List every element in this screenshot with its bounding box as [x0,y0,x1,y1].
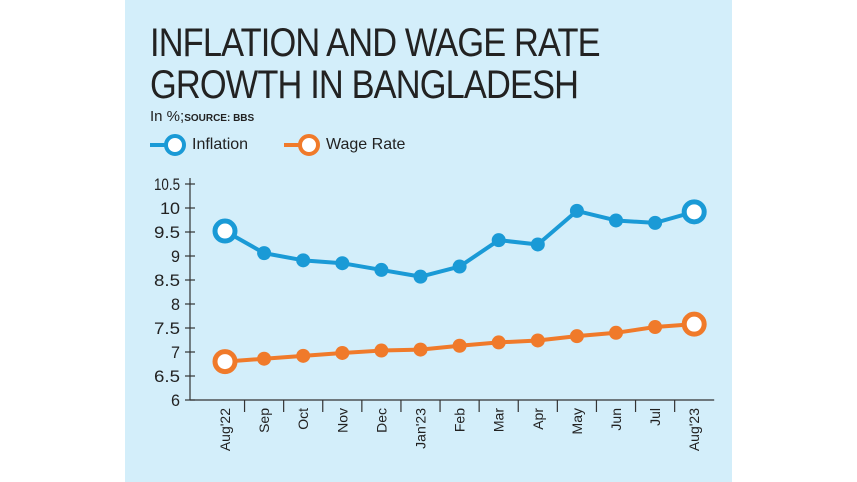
endpoint-marker [681,311,707,337]
legend-label: Wage Rate [326,136,406,153]
y-tick-label: 10 [160,199,180,218]
data-point [413,342,428,357]
endpoint-marker [212,218,238,244]
unit-label: In %; [150,108,185,125]
data-point [335,345,350,360]
data-point [530,237,545,252]
y-tick-label: 8 [171,295,180,314]
endpoint-marker [681,199,707,225]
x-tick-label: Mar [491,408,507,432]
x-tick-label: Nov [334,408,350,433]
legend-line [150,143,168,147]
x-tick-label: Jul [647,408,663,426]
data-point [609,325,623,340]
y-tick-label: 7 [171,343,180,362]
subtitle: In %;SOURCE: BBS [150,108,254,125]
legend-line [284,143,302,147]
y-tick-label: 9.5 [154,223,180,242]
data-point [257,351,272,366]
data-point [609,213,623,228]
data-point [452,338,467,353]
data-point [296,348,311,363]
legend-label: Inflation [192,136,249,153]
legend-marker-icon [164,134,186,156]
data-point [569,329,584,344]
x-tick-label: Dec [373,408,389,433]
x-tick-label: May [569,408,585,434]
legend-inflation: Inflation [150,134,248,156]
data-point [530,333,545,348]
data-point [413,269,428,284]
data-point [569,203,584,218]
y-tick-label: 10.5 [154,175,180,194]
x-tick-label: Sep [256,408,272,433]
data-point [648,215,663,230]
data-point [335,256,350,271]
endpoint-marker [212,349,238,375]
x-tick-label: Apr [530,408,546,430]
x-tick-label: Aug'22 [217,408,233,451]
title-line-2: GROWTH IN BANGLADESH [150,63,579,107]
chart-title: INFLATION AND WAGE RATE GROWTH IN BANGLA… [150,21,601,107]
x-tick-label: Jun [608,408,624,431]
x-tick-label: Aug'23 [686,408,702,451]
title-line-1: INFLATION AND WAGE RATE [150,21,601,65]
data-point [296,253,311,268]
data-point [491,335,506,350]
y-tick-label: 9 [171,247,180,266]
y-tick-label: 6.5 [154,367,180,386]
x-tick-label: Oct [295,408,311,430]
source-label: SOURCE: BBS [184,113,255,124]
data-point [491,233,506,248]
data-point [374,343,389,358]
y-tick-label: 7.5 [154,319,180,338]
y-tick-label: 6 [171,391,180,410]
data-point [374,262,389,277]
x-tick-label: Feb [452,408,468,432]
legend-marker-icon [298,134,320,156]
x-tick-label: Jan'23 [413,408,429,449]
y-tick-label: 8.5 [154,271,180,290]
data-point [452,259,467,274]
data-point [648,320,663,335]
data-point [257,246,272,261]
legend-wage-rate: Wage Rate [284,134,405,156]
